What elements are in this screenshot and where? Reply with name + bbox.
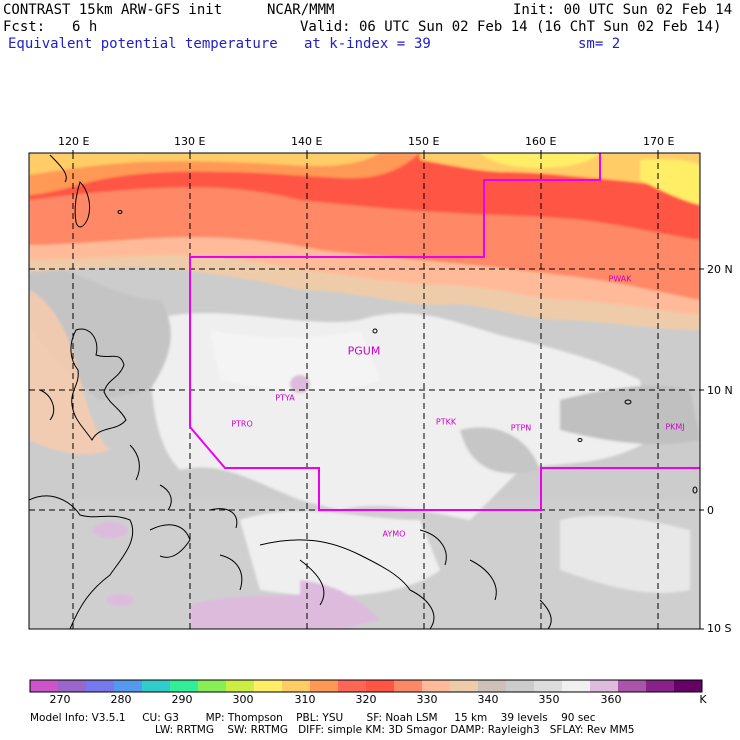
lon-label-160e: 160 E: [525, 135, 557, 148]
run-title: CONTRAST 15km ARW-GFS init: [3, 2, 223, 18]
lat-label-10n: 10 N: [707, 384, 733, 397]
lon-label-170e: 170 E: [643, 135, 675, 148]
colorbar-label-290: 290: [171, 693, 193, 706]
lon-label-140e: 140 E: [291, 135, 323, 148]
station-pkmj: PKMJ: [665, 422, 685, 432]
forecast-hour: 6 h: [72, 19, 98, 35]
model-info-line1: Model Info: V3.5.1 CU: G3 MP: Thompson P…: [30, 712, 596, 724]
axis-ticks: [72, 150, 704, 630]
colorbar-swatch: [226, 680, 255, 692]
colorbar-swatch: [450, 680, 479, 692]
colorbar-swatch: [282, 680, 311, 692]
colorbar-swatch: [338, 680, 367, 692]
smoothing: sm= 2: [578, 36, 621, 52]
station-ptkk: PTKK: [435, 417, 457, 427]
colorbar-frame: [29, 679, 703, 693]
colorbar-swatch: [618, 680, 647, 692]
colorbar-unit: K: [699, 693, 707, 706]
colorbar-swatch: [478, 680, 507, 692]
coastlines: [29, 154, 698, 629]
colorbar-label-270: 270: [49, 693, 71, 706]
field-name: Equivalent potential temperature: [8, 36, 278, 52]
colorbar-label-300: 300: [232, 693, 254, 706]
shaded-field: [29, 153, 700, 629]
lat-label-0: 0: [707, 504, 714, 517]
colorbar-swatch: [254, 680, 283, 692]
colorbar-swatch: [58, 680, 87, 692]
station-pwak: PWAK: [608, 274, 632, 284]
valid-time: Valid: 06 UTC Sun 02 Feb 14 (16 ChT Sun …: [300, 19, 722, 35]
level-label: at k-index =: [304, 36, 406, 52]
lat-label-20n: 20 N: [707, 263, 733, 276]
map-frame: [28, 152, 701, 630]
colorbar-label-280: 280: [110, 693, 132, 706]
station-ptya: PTYA: [275, 393, 295, 403]
colorbar-swatch: [646, 680, 675, 692]
colorbar-label-350: 350: [538, 693, 560, 706]
colorbar-swatch: [562, 680, 591, 692]
lon-label-130e: 130 E: [174, 135, 206, 148]
colorbar-swatch: [86, 680, 115, 692]
station-ptpn: PTPN: [510, 423, 532, 433]
lon-label-150e: 150 E: [408, 135, 440, 148]
colorbar-swatch: [674, 680, 703, 692]
colorbar-swatch: [366, 680, 395, 692]
station-aymo: AYMO: [382, 529, 406, 539]
colorbar-label-310: 310: [294, 693, 316, 706]
colorbar-swatch: [30, 680, 59, 692]
lat-label-10s: 10 S: [707, 622, 732, 635]
colorbar-swatch: [198, 680, 227, 692]
colorbar-label-340: 340: [477, 693, 499, 706]
station-ptro: PTRO: [231, 419, 253, 429]
organization: NCAR/MMM: [267, 2, 335, 18]
colorbar-label-330: 330: [416, 693, 438, 706]
colorbar: [29, 679, 703, 693]
colorbar-swatch: [394, 680, 423, 692]
colorbar-swatch: [590, 680, 619, 692]
colorbar-swatch: [170, 680, 199, 692]
colorbar-swatch: [142, 680, 171, 692]
init-time: Init: 00 UTC Sun 02 Feb 14: [513, 2, 733, 18]
colorbar-label-320: 320: [355, 693, 377, 706]
level-value: 39: [414, 36, 431, 52]
colorbar-swatch: [422, 680, 451, 692]
region-boundary: [189, 153, 700, 511]
colorbar-swatch: [506, 680, 535, 692]
forecast-label: Fcst:: [3, 19, 46, 35]
station-pgum: PGUM: [347, 344, 381, 358]
lon-label-120e: 120 E: [58, 135, 90, 148]
model-info-line2: LW: RRTMG SW: RRTMG DIFF: simple KM: 3D …: [155, 724, 635, 736]
colorbar-swatch: [534, 680, 563, 692]
colorbar-label-360: 360: [600, 693, 622, 706]
colorbar-swatch: [114, 680, 143, 692]
colorbar-swatch: [310, 680, 339, 692]
